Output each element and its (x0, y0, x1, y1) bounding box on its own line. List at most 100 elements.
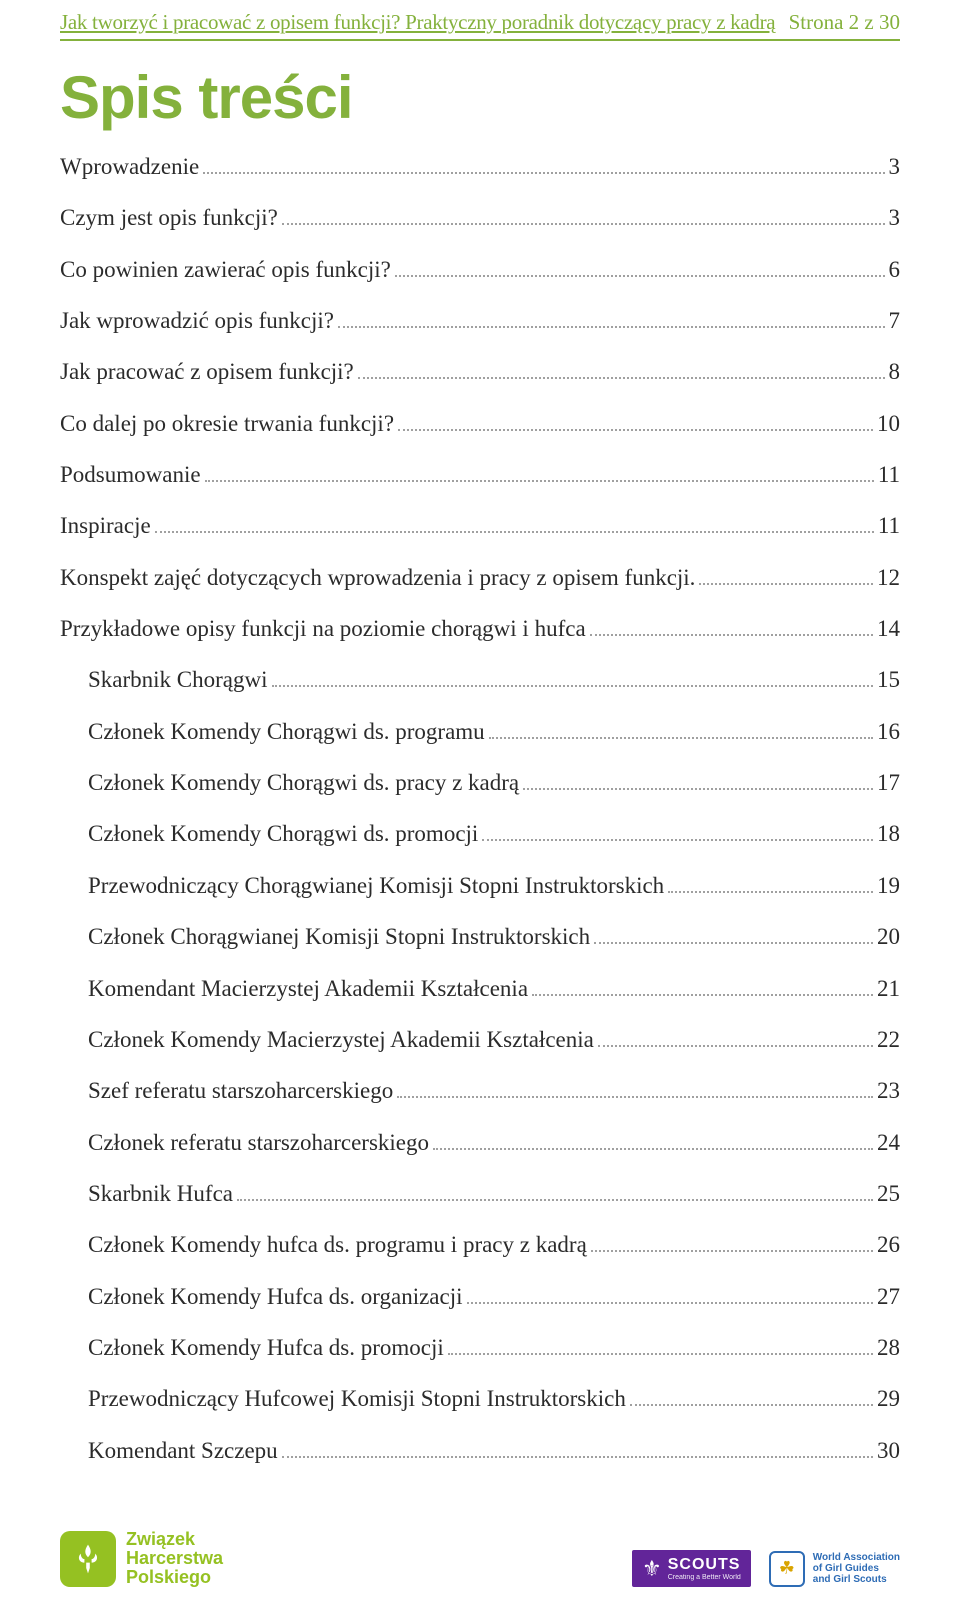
wagggs-line1: World Association (813, 1552, 900, 1563)
toc-label: Skarbnik Chorągwi (88, 663, 268, 696)
zhp-logo: Związek Harcerstwa Polskiego (60, 1530, 223, 1587)
toc-leader (205, 480, 874, 482)
toc-page-number: 12 (877, 561, 900, 594)
toc-row[interactable]: Jak pracować z opisem funkcji?8 (60, 355, 900, 388)
toc-row[interactable]: Inspiracje11 (60, 509, 900, 542)
scouts-name: SCOUTS (668, 1556, 741, 1574)
toc-page-number: 14 (877, 612, 900, 645)
toc-page-number: 21 (877, 972, 900, 1005)
toc-label: Wprowadzenie (60, 150, 199, 183)
toc-label: Skarbnik Hufca (88, 1177, 233, 1210)
toc-row[interactable]: Co dalej po okresie trwania funkcji? 10 (60, 407, 900, 440)
toc-row[interactable]: Skarbnik Hufca 25 (60, 1177, 900, 1210)
header-title: Jak tworzyć i pracować z opisem funkcji?… (60, 10, 777, 35)
toc-leader (668, 891, 873, 893)
toc-page-number: 23 (877, 1074, 900, 1107)
toc-page-number: 19 (877, 869, 900, 902)
toc-page-number: 15 (877, 663, 900, 696)
toc-row[interactable]: Przewodniczący Hufcowej Komisji Stopni I… (60, 1382, 900, 1415)
toc-label: Konspekt zajęć dotyczących wprowadzenia … (60, 561, 695, 594)
toc-label: Komendant Szczepu (88, 1434, 278, 1467)
toc-label: Członek referatu starszoharcerskiego (88, 1126, 429, 1159)
toc-row[interactable]: Co powinien zawierać opis funkcji? 6 (60, 253, 900, 286)
toc-page-number: 11 (878, 509, 900, 542)
toc-row[interactable]: Jak wprowadzić opis funkcji?7 (60, 304, 900, 337)
toc-leader (699, 583, 873, 585)
toc-label: Szef referatu starszoharcerskiego (88, 1074, 393, 1107)
toc-row[interactable]: Członek Komendy Chorągwi ds. pracy z kad… (60, 766, 900, 799)
toc-row[interactable]: Członek Komendy Chorągwi ds. promocji18 (60, 817, 900, 850)
toc-page-number: 6 (889, 253, 901, 286)
toc-page-number: 25 (877, 1177, 900, 1210)
toc-label: Co dalej po okresie trwania funkcji? (60, 407, 394, 440)
toc-row[interactable]: Komendant Macierzystej Akademii Kształce… (60, 972, 900, 1005)
toc-page-number: 29 (877, 1382, 900, 1415)
toc-row[interactable]: Przykładowe opisy funkcji na poziomie ch… (60, 612, 900, 645)
scouts-tagline: Creating a Better World (668, 1574, 741, 1581)
toc-page-number: 11 (878, 458, 900, 491)
toc-row[interactable]: Członek Komendy Chorągwi ds. programu16 (60, 715, 900, 748)
toc-leader (397, 1096, 873, 1098)
toc-label: Członek Komendy Chorągwi ds. pracy z kad… (88, 766, 519, 799)
toc-leader (398, 429, 873, 431)
trefoil-icon: ☘ (769, 1551, 805, 1587)
toc-row[interactable]: Członek Komendy Macierzystej Akademii Ks… (60, 1023, 900, 1056)
header-page-info: Strona 2 z 30 (789, 10, 900, 35)
toc-page-number: 10 (877, 407, 900, 440)
toc-row[interactable]: Szef referatu starszoharcerskiego 23 (60, 1074, 900, 1107)
toc-page-number: 3 (889, 201, 901, 234)
page-footer: Związek Harcerstwa Polskiego ⚜ SCOUTS Cr… (60, 1530, 900, 1587)
toc-row[interactable]: Komendant Szczepu 30 (60, 1434, 900, 1467)
toc-page-number: 3 (889, 150, 901, 183)
toc-page-number: 22 (877, 1023, 900, 1056)
toc-label: Członek Komendy Chorągwi ds. programu (88, 715, 485, 748)
toc-leader (338, 326, 884, 328)
zhp-line1: Związek (126, 1530, 223, 1549)
toc-leader (237, 1199, 873, 1201)
toc-row[interactable]: Czym jest opis funkcji? 3 (60, 201, 900, 234)
toc-row[interactable]: Członek referatu starszoharcerskiego24 (60, 1126, 900, 1159)
toc-page-number: 18 (877, 817, 900, 850)
toc-leader (282, 1456, 873, 1458)
zhp-line2: Harcerstwa (126, 1549, 223, 1568)
toc-leader (282, 223, 885, 225)
toc-row[interactable]: Konspekt zajęć dotyczących wprowadzenia … (60, 561, 900, 594)
toc-leader (598, 1045, 873, 1047)
scouts-text: SCOUTS Creating a Better World (668, 1556, 741, 1581)
wagggs-text: World Association of Girl Guides and Gir… (813, 1552, 900, 1585)
toc-leader (489, 737, 873, 739)
page-header: Jak tworzyć i pracować z opisem funkcji?… (60, 0, 900, 41)
toc-leader (532, 994, 873, 996)
toc-label: Co powinien zawierać opis funkcji? (60, 253, 391, 286)
toc-leader (594, 942, 873, 944)
toc-row[interactable]: Przewodniczący Chorągwianej Komisji Stop… (60, 869, 900, 902)
toc-label: Przykładowe opisy funkcji na poziomie ch… (60, 612, 586, 645)
toc-row[interactable]: Wprowadzenie 3 (60, 150, 900, 183)
toc-leader (203, 172, 884, 174)
footer-right: ⚜ SCOUTS Creating a Better World ☘ World… (632, 1550, 900, 1587)
zhp-text: Związek Harcerstwa Polskiego (126, 1530, 223, 1587)
zhp-badge-icon (60, 1531, 116, 1587)
toc-row[interactable]: Podsumowanie 11 (60, 458, 900, 491)
toc-page-number: 27 (877, 1280, 900, 1313)
toc-page-number: 26 (877, 1228, 900, 1261)
toc-leader (272, 685, 873, 687)
toc-label: Czym jest opis funkcji? (60, 201, 278, 234)
toc-label: Członek Komendy Hufca ds. organizacji (88, 1280, 463, 1313)
toc-leader (433, 1148, 873, 1150)
document-page: Jak tworzyć i pracować z opisem funkcji?… (0, 0, 960, 1617)
toc-label: Jak pracować z opisem funkcji? (60, 355, 354, 388)
toc-page-number: 20 (877, 920, 900, 953)
toc-label: Podsumowanie (60, 458, 201, 491)
toc-leader (591, 1250, 873, 1252)
toc-row[interactable]: Członek Komendy Hufca ds. organizacji 27 (60, 1280, 900, 1313)
toc-row[interactable]: Członek Komendy Hufca ds. promocji28 (60, 1331, 900, 1364)
toc-page-number: 30 (877, 1434, 900, 1467)
fleur-icon (70, 1541, 106, 1577)
toc-label: Komendant Macierzystej Akademii Kształce… (88, 972, 528, 1005)
toc-row[interactable]: Członek Chorągwianej Komisji Stopni Inst… (60, 920, 900, 953)
toc-row[interactable]: Skarbnik Chorągwi 15 (60, 663, 900, 696)
toc-page-number: 7 (889, 304, 901, 337)
toc-row[interactable]: Członek Komendy hufca ds. programu i pra… (60, 1228, 900, 1261)
toc-label: Członek Chorągwianej Komisji Stopni Inst… (88, 920, 590, 953)
